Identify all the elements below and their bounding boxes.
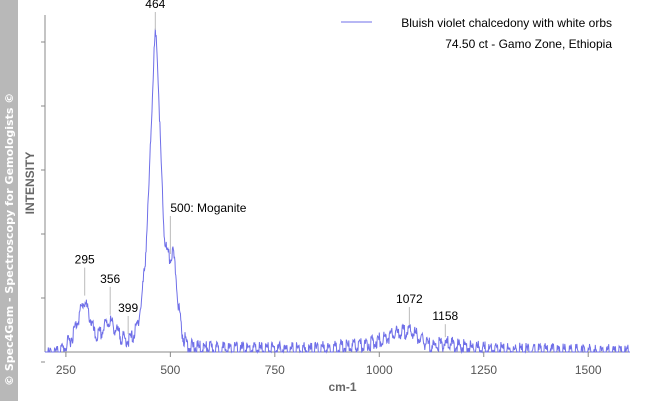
peak-label: 1072	[396, 292, 423, 306]
side-banner	[0, 0, 18, 401]
y-axis-title: INTENSITY	[23, 152, 37, 215]
peak-label: 399	[118, 301, 138, 315]
x-tick-label: 1250	[470, 363, 497, 377]
plot-area: 250 500 750 1000 1250 1500 295 356 399 464 500: M…	[41, 0, 630, 377]
side-banner-text: © Spec4Gem - Spectroscopy for Gemologist…	[3, 93, 16, 386]
peak-label: 295	[75, 253, 95, 267]
x-tick-label: 250	[56, 363, 76, 377]
peak-annotations: 295 356 399 464 500: Moganite 1072 1158	[75, 0, 459, 338]
peak-label: 1158	[432, 309, 458, 323]
peak-label: 356	[100, 272, 120, 286]
x-axis-title: cm-1	[328, 380, 356, 394]
spectrum-series-line	[44, 28, 630, 354]
legend-sample-info: 74.50 ct - Gamo Zone, Ethiopia	[445, 37, 612, 51]
x-tick-label: 750	[265, 363, 285, 377]
x-ticks: 250 500 750 1000 1250 1500	[56, 352, 602, 377]
legend: Bluish violet chalcedony with white orbs…	[341, 16, 612, 51]
y-ticks	[41, 41, 45, 363]
peak-label: 500: Moganite	[170, 201, 246, 215]
legend-label: Bluish violet chalcedony with white orbs	[401, 16, 612, 30]
x-tick-label: 1500	[575, 363, 602, 377]
x-tick-label: 1000	[366, 363, 393, 377]
peak-label: 464	[145, 0, 165, 11]
x-tick-label: 500	[160, 363, 180, 377]
